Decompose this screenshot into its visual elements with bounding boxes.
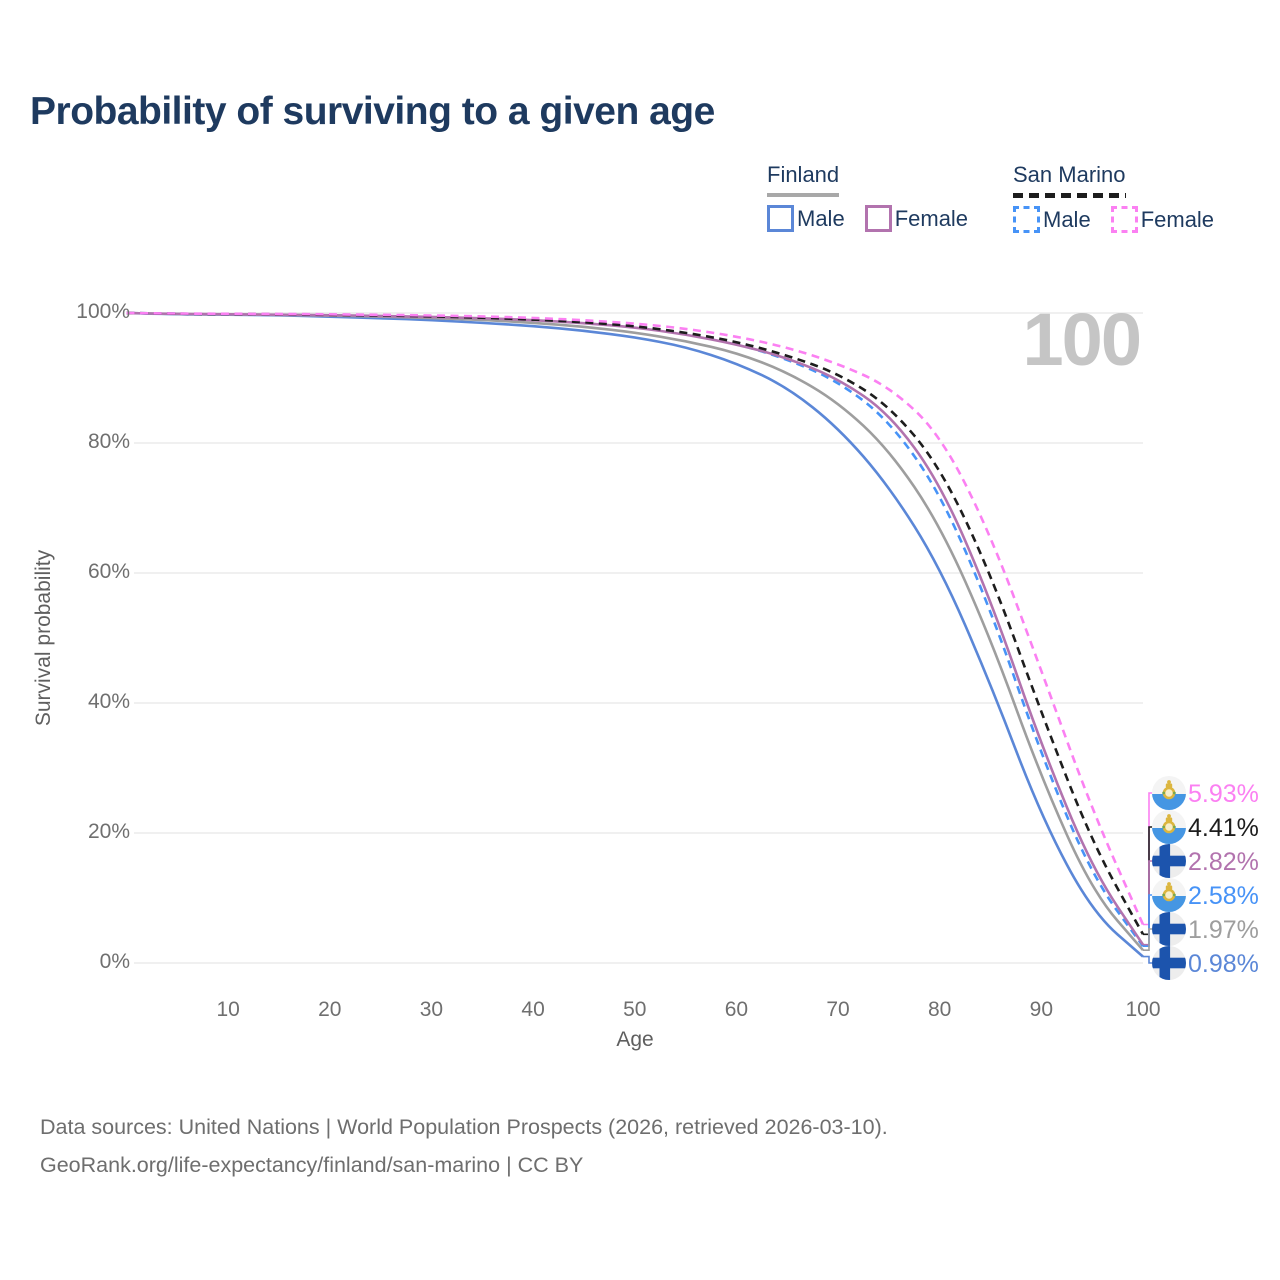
legend-title-finland: Finland bbox=[767, 162, 840, 187]
page-title: Probability of surviving to a given age bbox=[30, 90, 715, 133]
sanmarino-male-swatch-icon[interactable] bbox=[1013, 206, 1040, 233]
x-tick-label: 100 bbox=[1125, 998, 1161, 1021]
y-tick-label: 80% bbox=[87, 430, 130, 453]
end-value-label: 2.58% bbox=[1188, 882, 1259, 910]
x-tick-label: 40 bbox=[521, 998, 545, 1021]
finland-flag-icon bbox=[1152, 946, 1186, 980]
legend-item-label: Male bbox=[1043, 206, 1091, 232]
y-tick-label: 20% bbox=[87, 820, 130, 843]
san-marino-flag-icon bbox=[1152, 878, 1186, 912]
x-tick-label: 30 bbox=[419, 998, 444, 1021]
finland-male-swatch-icon[interactable] bbox=[767, 205, 794, 232]
legend-item-label: Female bbox=[1140, 206, 1215, 232]
footer: Data sources: United Nations | World Pop… bbox=[40, 1108, 888, 1184]
series-line-finland-female[interactable] bbox=[126, 311, 1145, 946]
x-tick-label: 50 bbox=[623, 998, 647, 1021]
y-tick-label: 0% bbox=[99, 950, 130, 973]
hover-age-value: 100 bbox=[1022, 298, 1142, 381]
legend-item-sanmarino-female[interactable]: Female bbox=[1110, 206, 1215, 233]
sanmarino-female-swatch-icon[interactable] bbox=[1110, 206, 1138, 233]
series-line-san-marino-female[interactable] bbox=[126, 311, 1145, 926]
x-tick-label: 70 bbox=[826, 998, 850, 1021]
end-value-label: 0.98% bbox=[1188, 950, 1259, 978]
x-tick-label: 20 bbox=[318, 998, 342, 1021]
x-tick-label: 90 bbox=[1029, 998, 1054, 1021]
footer-url-line: GeoRank.org/life-expectancy/finland/san-… bbox=[40, 1153, 584, 1177]
legend-group-san-marino: San Marino Male Female bbox=[1013, 162, 1234, 233]
san-marino-flag-icon bbox=[1152, 810, 1186, 844]
legend-title-san-marino: San Marino bbox=[1013, 162, 1126, 187]
y-tick-label: 40% bbox=[87, 690, 130, 713]
finland-total-line-swatch[interactable] bbox=[767, 193, 840, 197]
legend-header-san-marino: San Marino bbox=[1013, 162, 1126, 198]
x-axis-label: Age bbox=[616, 1028, 654, 1051]
series-line-finland-male[interactable] bbox=[126, 311, 1144, 958]
san-marino-flag-icon bbox=[1152, 776, 1186, 810]
legend-item-sanmarino-male[interactable]: Male bbox=[1013, 206, 1091, 233]
legend-group-finland: Finland Male Female bbox=[767, 162, 988, 232]
end-value-label: 4.41% bbox=[1188, 814, 1259, 842]
series-line-san-marino-both-sexes-[interactable] bbox=[126, 311, 1145, 935]
legend-item-finland-female[interactable]: Female bbox=[864, 205, 969, 232]
legend-item-label: Male bbox=[797, 205, 845, 231]
legend-item-finland-male[interactable]: Male bbox=[767, 205, 845, 232]
footer-source-line: Data sources: United Nations | World Pop… bbox=[40, 1115, 888, 1139]
y-tick-label: 100% bbox=[76, 300, 130, 323]
x-tick-label: 80 bbox=[928, 998, 952, 1021]
series-line-san-marino-male[interactable] bbox=[126, 311, 1145, 947]
san-marino-total-line-swatch[interactable] bbox=[1013, 193, 1126, 198]
finland-female-swatch-icon[interactable] bbox=[864, 205, 892, 232]
y-tick-label: 60% bbox=[87, 560, 130, 583]
finland-flag-icon bbox=[1152, 912, 1186, 946]
legend-item-label: Female bbox=[894, 205, 969, 231]
x-tick-label: 10 bbox=[216, 998, 240, 1021]
end-value-label: 1.97% bbox=[1188, 916, 1259, 944]
end-value-label: 5.93% bbox=[1188, 780, 1259, 808]
finland-flag-icon bbox=[1152, 844, 1186, 878]
end-value-label: 2.82% bbox=[1188, 848, 1259, 876]
x-tick-label: 60 bbox=[724, 998, 749, 1021]
series-line-finland-both-sexes-[interactable] bbox=[126, 311, 1144, 952]
y-axis-label: Survival probability bbox=[32, 549, 55, 727]
legend-header-finland: Finland bbox=[767, 162, 840, 197]
